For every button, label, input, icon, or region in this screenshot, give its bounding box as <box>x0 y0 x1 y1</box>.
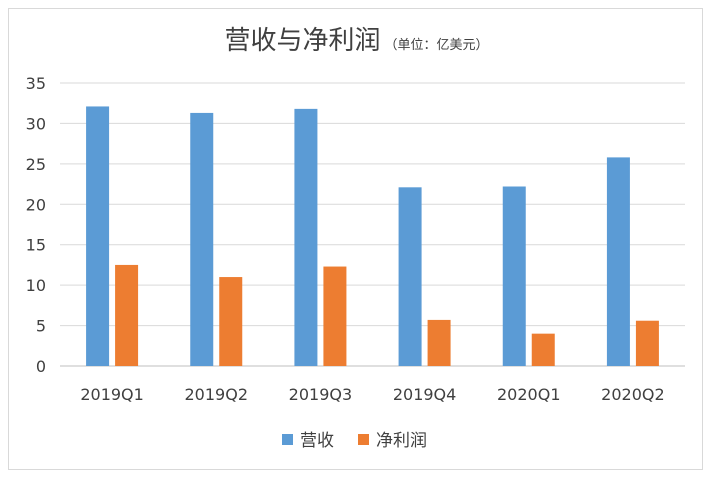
legend-swatch <box>358 434 369 445</box>
chart-title: 营收与净利润 （单位：亿美元） <box>0 20 713 57</box>
y-tick-label: 35 <box>26 74 46 93</box>
y-tick-label: 20 <box>26 195 46 214</box>
bar-revenue <box>86 106 110 366</box>
bar-net-profit <box>115 264 139 366</box>
x-tick-label: 2019Q3 <box>289 385 353 404</box>
legend-swatch <box>282 434 293 445</box>
y-tick-label: 25 <box>26 155 46 174</box>
y-tick-label: 5 <box>36 317 46 336</box>
x-tick-label: 2019Q1 <box>80 385 144 404</box>
chart-frame <box>8 8 703 470</box>
bar-net-profit <box>427 319 451 366</box>
bar-revenue <box>606 157 630 366</box>
y-tick-label: 30 <box>26 114 46 133</box>
bar-net-profit <box>219 277 243 366</box>
bar-net-profit <box>531 333 555 366</box>
y-tick-label: 15 <box>26 236 46 255</box>
bar-revenue <box>190 112 214 366</box>
chart-title-main: 营收与净利润 <box>224 26 381 56</box>
y-tick-label: 10 <box>26 276 46 295</box>
x-tick-label: 2019Q2 <box>185 385 249 404</box>
x-tick-label: 2020Q1 <box>497 385 561 404</box>
bar-net-profit <box>323 266 347 366</box>
x-tick-label: 2019Q4 <box>393 385 457 404</box>
bar-revenue <box>294 108 318 367</box>
y-tick-label: 0 <box>36 357 46 376</box>
bar-revenue <box>398 187 422 366</box>
legend-label: 净利润 <box>376 431 427 451</box>
x-tick-label: 2020Q2 <box>601 385 665 404</box>
chart-subtitle: （单位：亿美元） <box>384 38 489 53</box>
bar-revenue <box>502 186 526 366</box>
bar-net-profit <box>635 320 659 366</box>
legend-label: 营收 <box>300 431 334 451</box>
